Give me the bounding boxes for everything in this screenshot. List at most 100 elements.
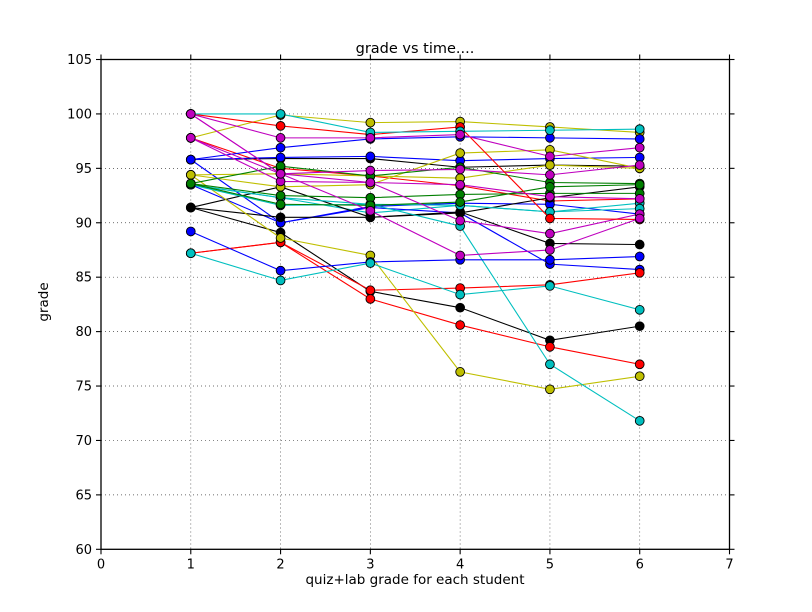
data-point-marker bbox=[185, 178, 196, 189]
data-point-marker bbox=[275, 109, 286, 119]
axes-box bbox=[100, 58, 731, 550]
data-point-marker bbox=[634, 193, 645, 204]
series-red bbox=[185, 237, 645, 370]
data-point-marker bbox=[275, 212, 286, 223]
data-point-marker bbox=[365, 133, 376, 143]
series-line bbox=[190, 136, 640, 161]
data-point-marker bbox=[634, 213, 645, 224]
y-tick-label: 100 bbox=[67, 107, 92, 122]
data-point-marker bbox=[275, 142, 286, 153]
series-cyan bbox=[185, 179, 645, 426]
series-line bbox=[190, 184, 640, 271]
series-line bbox=[190, 137, 640, 256]
series-magenta bbox=[185, 109, 645, 162]
data-point-marker bbox=[275, 152, 286, 163]
data-point-marker bbox=[185, 170, 196, 180]
data-point-marker bbox=[545, 384, 555, 395]
series-line bbox=[190, 184, 641, 422]
series-line bbox=[190, 137, 640, 200]
data-point-marker bbox=[455, 197, 465, 207]
series-cyan bbox=[185, 248, 645, 315]
x-tick-label: 0 bbox=[97, 557, 105, 572]
data-point-marker bbox=[365, 117, 376, 128]
series-line bbox=[190, 183, 640, 199]
data-point-marker bbox=[634, 267, 645, 278]
series-line bbox=[190, 114, 640, 139]
series-green bbox=[185, 178, 645, 211]
data-point-marker bbox=[185, 133, 196, 143]
data-point-marker bbox=[634, 160, 645, 170]
data-point-marker bbox=[455, 164, 465, 175]
data-point-marker bbox=[455, 320, 465, 330]
x-tick-label: 2 bbox=[276, 557, 284, 572]
y-axis-label: grade bbox=[36, 282, 52, 321]
data-series bbox=[185, 109, 645, 426]
series-blue bbox=[185, 226, 645, 276]
data-point-marker bbox=[634, 321, 645, 332]
series-line bbox=[190, 184, 640, 213]
data-point-marker bbox=[545, 170, 555, 180]
data-point-marker bbox=[185, 226, 196, 237]
x-axis-label: quiz+lab grade for each student bbox=[305, 572, 524, 588]
data-point-marker bbox=[455, 129, 465, 140]
data-point-marker bbox=[365, 205, 376, 216]
y-tick-label: 90 bbox=[75, 216, 92, 231]
x-tick-label: 1 bbox=[187, 557, 195, 572]
data-point-marker bbox=[185, 202, 196, 213]
data-point-marker bbox=[455, 367, 465, 377]
y-tick-label: 85 bbox=[75, 271, 92, 286]
series-line bbox=[190, 206, 640, 341]
data-point-marker bbox=[545, 181, 555, 192]
series-line bbox=[190, 113, 640, 221]
data-point-marker bbox=[455, 250, 465, 261]
data-point-marker bbox=[634, 416, 645, 426]
data-point-marker bbox=[275, 133, 286, 143]
data-point-marker bbox=[634, 359, 645, 370]
data-point-marker bbox=[634, 239, 645, 250]
data-point-marker bbox=[275, 168, 286, 179]
data-point-marker bbox=[545, 151, 555, 162]
x-tick-label: 6 bbox=[636, 557, 644, 572]
data-point-marker bbox=[365, 177, 376, 188]
x-tick-label: 3 bbox=[366, 557, 374, 572]
data-point-marker bbox=[545, 160, 555, 170]
data-point-marker bbox=[545, 191, 555, 202]
series-line bbox=[190, 149, 640, 188]
tick-labels: 0 1 2 3 4 5 6 7 60 65 70 75 80 85 90 95 100 105 bbox=[67, 53, 733, 572]
data-point-marker bbox=[634, 304, 645, 315]
data-point-marker bbox=[185, 154, 196, 165]
data-point-marker bbox=[365, 285, 376, 296]
data-point-marker bbox=[545, 281, 555, 291]
data-point-marker bbox=[455, 289, 465, 300]
data-point-marker bbox=[365, 151, 376, 162]
data-point-marker bbox=[545, 213, 555, 224]
series-yellow bbox=[185, 144, 645, 192]
data-point-marker bbox=[634, 124, 645, 135]
data-point-marker bbox=[275, 275, 286, 286]
series-line bbox=[190, 113, 640, 176]
series-magenta bbox=[185, 133, 645, 261]
data-point-marker bbox=[545, 359, 555, 370]
data-point-marker bbox=[365, 165, 376, 176]
data-point-marker bbox=[275, 265, 286, 276]
series-cyan bbox=[185, 109, 645, 138]
data-point-marker bbox=[545, 245, 555, 255]
y-tick-label: 80 bbox=[75, 325, 92, 340]
data-point-marker bbox=[455, 302, 465, 313]
series-line bbox=[190, 241, 640, 291]
axes-spines bbox=[100, 58, 731, 550]
data-point-marker bbox=[634, 179, 645, 190]
series-line bbox=[190, 174, 640, 390]
data-point-marker bbox=[455, 148, 465, 158]
data-point-marker bbox=[275, 233, 286, 243]
data-point-marker bbox=[455, 179, 465, 190]
data-point-marker bbox=[275, 199, 286, 210]
series-black bbox=[185, 202, 645, 346]
series-line bbox=[190, 230, 640, 272]
x-tick-label: 4 bbox=[456, 557, 464, 572]
y-tick-label: 70 bbox=[75, 434, 92, 449]
y-tick-label: 105 bbox=[67, 53, 92, 68]
series-red bbox=[185, 237, 645, 296]
